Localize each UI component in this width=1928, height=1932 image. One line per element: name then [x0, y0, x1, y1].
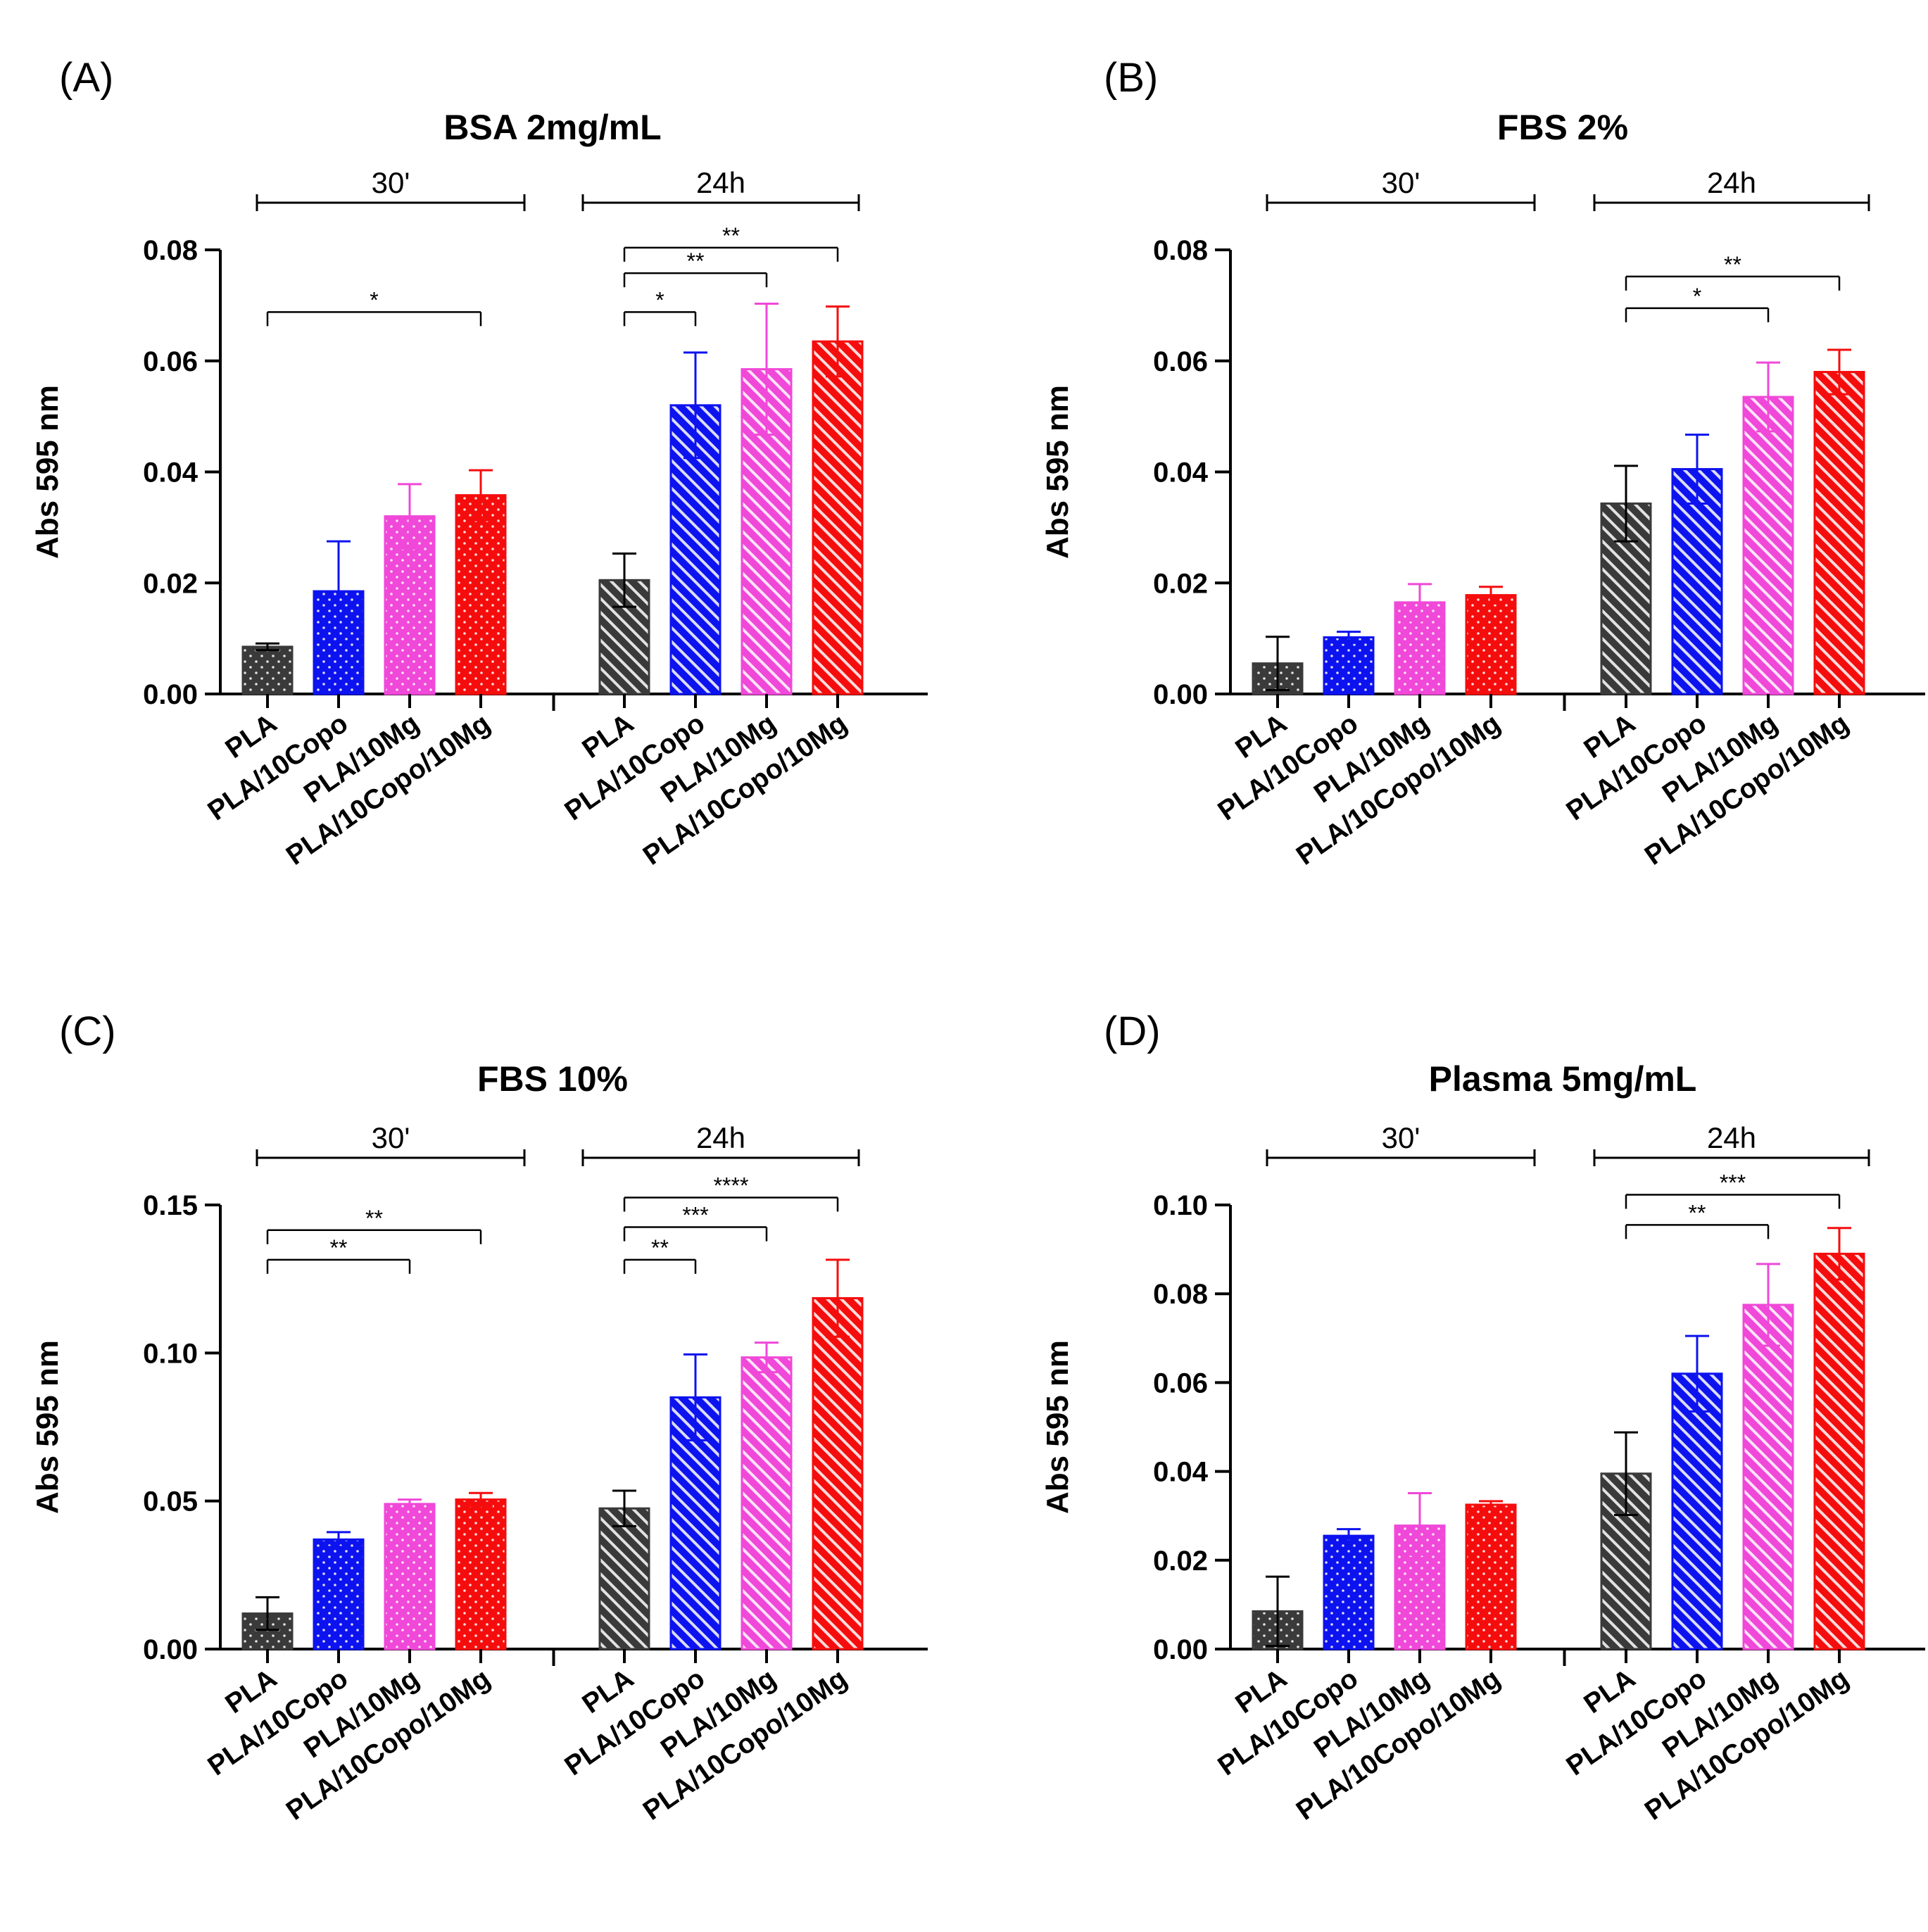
significance-label: **	[651, 1235, 669, 1261]
panel-letter: (A)	[59, 55, 113, 101]
group-label: 30'	[1382, 166, 1420, 199]
y-tick-label: 0.05	[143, 1486, 198, 1517]
chart-panel-0: (A) BSA 2mg/mL Abs 595 nm 0.00 0.02 0.04 0.06 0…	[30, 55, 928, 871]
y-axis-label: Abs 595 nm	[30, 1340, 65, 1514]
bar-pattern	[1672, 469, 1722, 694]
group-label: 30'	[372, 166, 410, 199]
bar-pattern	[1324, 1536, 1373, 1649]
y-axis-label: Abs 595 nm	[1040, 385, 1075, 559]
panel-letter: (D)	[1104, 1009, 1161, 1054]
group-label: 24h	[1707, 1121, 1756, 1154]
y-tick-label: 0.00	[1153, 1634, 1208, 1665]
y-tick-label: 0.02	[143, 568, 198, 599]
significance-label: ****	[714, 1173, 749, 1198]
group-label: 24h	[696, 166, 745, 199]
group-label: 30'	[1382, 1121, 1420, 1154]
bar-pattern	[243, 646, 292, 694]
panel-letter: (B)	[1104, 55, 1158, 101]
bar-pattern	[813, 341, 862, 694]
y-tick-label: 0.10	[1153, 1190, 1208, 1221]
significance-label: ***	[1720, 1170, 1746, 1195]
chart-panel-2: (C)FBS 10%Abs 595 nm0.000.050.100.1530'P…	[30, 1009, 928, 1826]
bar-pattern	[1324, 637, 1373, 694]
chart-title: BSA 2mg/mL	[443, 108, 661, 147]
group-label: 24h	[1707, 166, 1756, 199]
chart-title: FBS 2%	[1497, 108, 1628, 147]
chart-title: FBS 10%	[477, 1059, 628, 1099]
panel-letter: (C)	[59, 1009, 116, 1054]
y-tick-label: 0.04	[1153, 457, 1209, 488]
y-axis-label: Abs 595 nm	[30, 385, 65, 559]
bar-pattern	[742, 1357, 791, 1649]
y-tick-label: 0.02	[1153, 568, 1208, 599]
chart-panel-3: (D) Plasma 5mg/mL Abs 595 nm 0.00 0.02 0.04 0.…	[1040, 1009, 1925, 1826]
y-axis-label: Abs 595 nm	[1040, 1340, 1075, 1514]
chart-title: Plasma 5mg/mL	[1429, 1059, 1697, 1099]
y-tick-label: 0.08	[1153, 1279, 1208, 1310]
bar-pattern	[600, 1508, 649, 1649]
significance-label: **	[1689, 1200, 1706, 1225]
bar-pattern	[456, 495, 505, 694]
significance-label: **	[1724, 252, 1741, 277]
bar-pattern	[813, 1298, 862, 1649]
y-tick-label: 0.04	[1153, 1457, 1209, 1488]
bar-pattern	[1466, 1504, 1516, 1649]
y-tick-label: 0.08	[143, 235, 198, 266]
y-tick-label: 0.06	[1153, 346, 1208, 377]
significance-label: **	[687, 248, 705, 274]
y-tick-label: 0.15	[143, 1190, 198, 1221]
bar-pattern	[1466, 595, 1516, 694]
bar-pattern	[1815, 372, 1864, 694]
bar-pattern	[1815, 1254, 1864, 1649]
y-tick-label: 0.08	[1153, 235, 1208, 266]
bar-pattern	[314, 1539, 363, 1649]
group-label: 30'	[372, 1121, 410, 1154]
significance-label: **	[365, 1206, 383, 1231]
significance-label: **	[330, 1235, 348, 1261]
bar-pattern	[1744, 397, 1793, 694]
y-tick-label: 0.00	[143, 679, 198, 710]
y-tick-label: 0.04	[143, 457, 199, 488]
significance-label: *	[1693, 284, 1701, 309]
y-tick-label: 0.10	[143, 1338, 198, 1369]
significance-label: *	[370, 287, 378, 312]
y-tick-label: 0.02	[1153, 1546, 1208, 1577]
bar-pattern	[456, 1499, 505, 1649]
y-tick-label: 0.06	[1153, 1368, 1208, 1399]
bar-pattern	[385, 1503, 434, 1649]
significance-label: **	[722, 223, 740, 248]
group-label: 24h	[696, 1121, 745, 1154]
significance-label: *	[655, 287, 664, 312]
significance-label: ***	[682, 1203, 708, 1228]
chart-panel-1: (B) FBS 2% Abs 595 nm 0.00 0.02 0.04 0.06 0.08 3…	[1040, 55, 1925, 871]
bar-pattern	[1672, 1373, 1722, 1649]
y-tick-label: 0.00	[143, 1634, 198, 1665]
y-tick-label: 0.00	[1153, 679, 1208, 710]
bar-pattern	[1744, 1304, 1793, 1649]
y-tick-label: 0.06	[143, 346, 198, 377]
